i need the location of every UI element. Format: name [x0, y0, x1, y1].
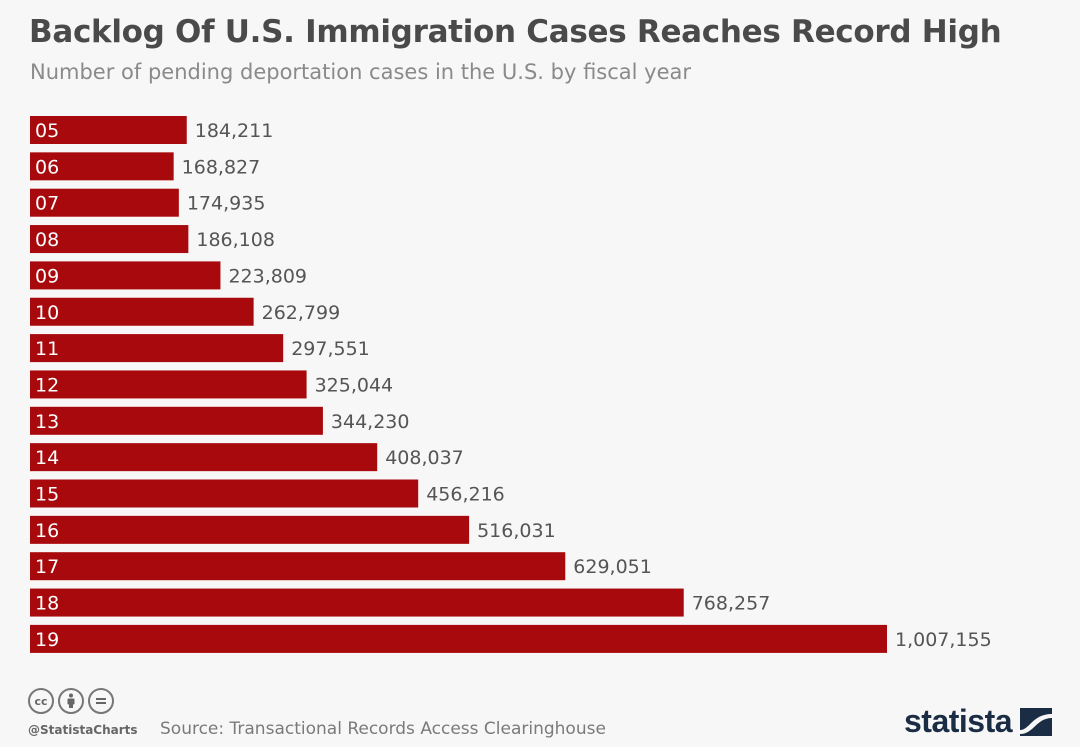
- value-label: 297,551: [291, 338, 370, 360]
- category-label: 05: [35, 120, 59, 142]
- category-label: 19: [35, 629, 59, 651]
- source-note: Source: Transactional Records Access Cle…: [160, 719, 606, 739]
- cc-icon: cc: [28, 688, 54, 714]
- value-label: 223,809: [228, 265, 307, 287]
- bar-11: [30, 334, 284, 363]
- bar-12: [30, 370, 307, 399]
- bar-05: [30, 116, 187, 144]
- bar-10: [30, 297, 254, 326]
- value-label: 456,216: [426, 484, 505, 506]
- no-derivatives-icon: [88, 688, 114, 714]
- bar-07: [30, 188, 179, 217]
- bar-19: [30, 624, 887, 653]
- category-label: 13: [35, 411, 59, 433]
- value-label: 184,211: [195, 120, 274, 142]
- attribution-icon: [58, 688, 84, 714]
- category-label: 08: [35, 229, 59, 251]
- chart-subtitle: Number of pending deportation cases in t…: [30, 60, 692, 84]
- category-label: 17: [35, 556, 59, 578]
- bar-18: [30, 588, 684, 617]
- license-icons: cc: [28, 688, 114, 714]
- statista-handle: @StatistaCharts: [28, 723, 138, 737]
- bar-17: [30, 552, 566, 581]
- category-label: 14: [35, 447, 59, 469]
- bar-08: [30, 225, 189, 254]
- bar-09: [30, 261, 221, 290]
- bar-chart: 05 184,211 06 168,827 07 174,935 08 186,108 09 22…: [30, 116, 992, 653]
- value-label: 629,051: [573, 556, 652, 578]
- value-label: 262,799: [262, 302, 341, 324]
- category-label: 10: [35, 302, 59, 324]
- bar-06: [30, 152, 174, 181]
- category-label: 15: [35, 484, 59, 506]
- statista-logo-text: statista: [904, 703, 1013, 739]
- chart-title: Backlog Of U.S. Immigration Cases Reache…: [29, 14, 1002, 50]
- category-label: 16: [35, 520, 59, 542]
- bar-14: [30, 443, 378, 472]
- bar-16: [30, 515, 470, 544]
- value-label: 344,230: [331, 411, 410, 433]
- category-label: 06: [35, 156, 59, 178]
- value-label: 408,037: [385, 447, 464, 469]
- value-label: 325,044: [315, 374, 394, 396]
- bar-15: [30, 479, 419, 508]
- value-label: 516,031: [477, 520, 556, 542]
- value-label: 174,935: [187, 193, 266, 215]
- bar-13: [30, 406, 323, 435]
- category-label: 18: [35, 593, 59, 615]
- category-label: 12: [35, 374, 59, 396]
- value-label: 186,108: [196, 229, 275, 251]
- category-label: 07: [35, 193, 59, 215]
- category-label: 11: [35, 338, 59, 360]
- value-label: 768,257: [692, 593, 771, 615]
- value-label: 1,007,155: [895, 629, 992, 651]
- category-label: 09: [35, 265, 59, 287]
- statista-logo-icon: [1020, 708, 1052, 736]
- value-label: 168,827: [182, 156, 261, 178]
